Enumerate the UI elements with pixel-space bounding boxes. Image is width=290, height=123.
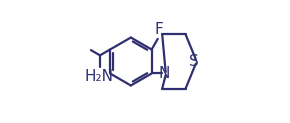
Text: N: N — [158, 66, 170, 81]
Text: F: F — [154, 22, 163, 37]
Text: H₂N: H₂N — [85, 69, 114, 84]
Text: S: S — [189, 54, 199, 69]
